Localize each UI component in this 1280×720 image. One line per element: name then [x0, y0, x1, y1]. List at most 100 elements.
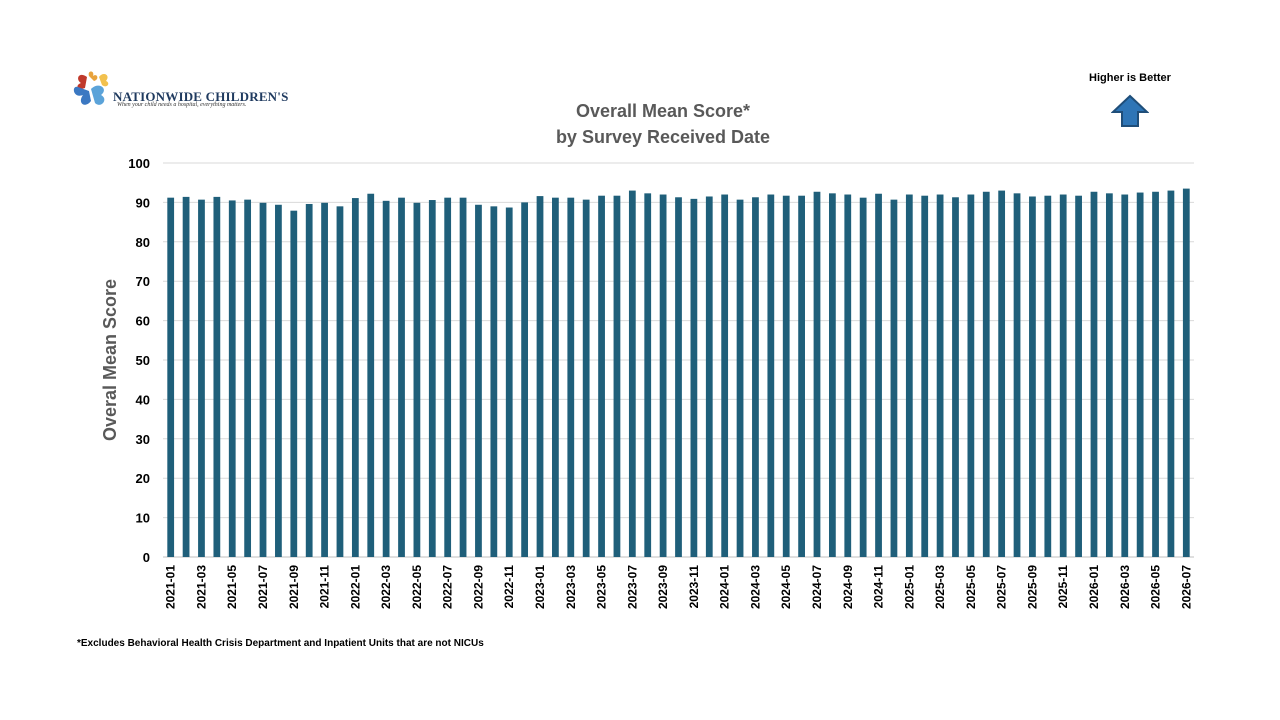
bar	[1029, 196, 1036, 558]
bar	[967, 194, 975, 557]
chart-title-line1: Overall Mean Score*	[575, 101, 751, 121]
bar	[1152, 191, 1159, 557]
bar	[1182, 188, 1190, 558]
x-tick-label: 2025-03	[933, 565, 947, 609]
x-tick-label: 2021-07	[256, 565, 270, 609]
x-tick-label: 2023-05	[595, 565, 609, 609]
y-tick-label: 80	[136, 235, 150, 250]
bar	[505, 207, 513, 557]
x-tick-label: 2022-01	[348, 565, 362, 609]
higher-is-better-badge: Higher is Better	[1080, 72, 1180, 132]
bar	[336, 206, 344, 557]
x-tick-label: 2025-05	[964, 565, 978, 609]
bar	[767, 194, 775, 557]
bar	[444, 197, 452, 557]
x-tick-label: 2025-09	[1025, 565, 1039, 609]
footnote: *Excludes Behavioral Health Crisis Depar…	[77, 638, 484, 649]
bar	[782, 195, 790, 557]
bar	[475, 204, 482, 557]
bar	[952, 197, 959, 557]
bar	[721, 194, 729, 557]
logo-wordmark: NATIONWIDE CHILDREN'S	[113, 89, 289, 104]
x-tick-label: 2021-01	[164, 565, 178, 609]
bar	[1105, 193, 1113, 557]
bar	[844, 194, 852, 557]
bar	[1013, 193, 1021, 557]
x-tick-label: 2021-09	[287, 565, 301, 609]
x-tick-label: 2024-01	[718, 565, 732, 609]
bar	[459, 197, 467, 557]
bar	[798, 195, 805, 557]
x-tick-label: 2022-11	[502, 565, 516, 609]
x-tick-label: 2025-07	[995, 565, 1009, 609]
bar	[659, 194, 667, 557]
y-tick-label: 90	[136, 195, 150, 210]
x-tick-label: 2023-09	[656, 565, 670, 609]
bar	[859, 197, 867, 557]
bar	[875, 193, 882, 557]
bar	[228, 200, 236, 557]
bar	[167, 197, 175, 557]
chart-title: Overall Mean Score* by Survey Received D…	[460, 98, 866, 150]
bar	[567, 197, 575, 557]
chart-subtitle: by Survey Received Date	[555, 127, 771, 147]
bar	[752, 197, 759, 557]
y-tick-label: 20	[136, 471, 150, 486]
x-tick-label: 2024-05	[779, 565, 793, 609]
bar	[736, 199, 744, 557]
bar	[890, 199, 898, 557]
bar	[828, 193, 836, 557]
x-tick-label: 2021-11	[318, 565, 332, 609]
bar	[998, 190, 1006, 557]
bar	[1044, 195, 1052, 557]
bar	[705, 196, 713, 558]
bar	[490, 206, 498, 557]
y-tick-label: 0	[143, 550, 150, 565]
x-tick-label: 2026-07	[1179, 565, 1193, 609]
bar	[936, 194, 944, 557]
x-tick-label: 2024-07	[810, 565, 824, 609]
y-tick-label: 10	[136, 511, 150, 526]
bar	[598, 195, 605, 557]
bar	[213, 196, 221, 557]
bar	[198, 199, 205, 557]
bar	[1090, 191, 1098, 557]
x-tick-label: 2023-11	[687, 565, 701, 609]
bar	[244, 199, 252, 557]
x-tick-label: 2025-11	[1056, 565, 1070, 609]
y-tick-label: 70	[136, 274, 150, 289]
x-tick-label: 2022-05	[410, 565, 424, 609]
logo-tagline: When your child needs a hospital, everyt…	[117, 102, 247, 108]
bar	[1167, 190, 1175, 557]
y-tick-label: 60	[136, 314, 150, 329]
bar	[259, 202, 267, 557]
x-tick-label: 2022-03	[379, 565, 393, 609]
x-tick-label: 2022-07	[441, 565, 455, 609]
bar	[905, 194, 913, 557]
bar	[613, 195, 621, 557]
higher-is-better-label: Higher is Better	[1089, 72, 1171, 84]
bar	[321, 202, 328, 557]
y-tick-label: 30	[136, 432, 150, 447]
bar	[182, 196, 190, 557]
bar	[382, 200, 390, 557]
x-tick-label: 2024-03	[748, 565, 762, 609]
y-tick-label: 40	[136, 392, 150, 407]
nationwide-childrens-logo: NATIONWIDE CHILDREN'S When your child ne…	[73, 71, 293, 113]
bar	[1136, 192, 1144, 558]
bar	[552, 197, 559, 557]
x-tick-label: 2022-09	[471, 565, 485, 609]
bar	[351, 198, 359, 558]
bar	[1075, 195, 1082, 557]
bar	[290, 210, 298, 557]
bar	[982, 191, 990, 557]
y-tick-label: 100	[128, 156, 150, 171]
x-tick-label: 2025-01	[902, 565, 916, 609]
x-tick-label: 2026-05	[1149, 565, 1163, 609]
bar	[690, 198, 698, 557]
x-tick-label: 2024-09	[841, 565, 855, 609]
bar	[813, 191, 821, 557]
up-arrow-icon	[1111, 94, 1149, 127]
x-tick-label: 2023-01	[533, 565, 547, 609]
